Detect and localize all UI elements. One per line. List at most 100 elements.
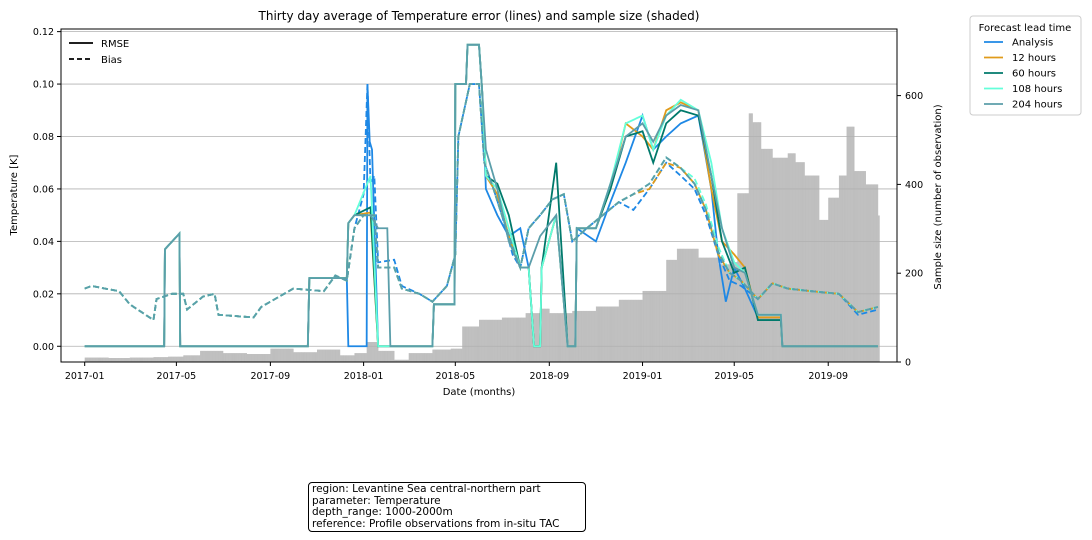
sample-size-bar <box>474 326 476 362</box>
sample-size-bar <box>684 248 686 362</box>
sample-size-bar <box>295 352 297 362</box>
sample-size-bar <box>283 348 285 362</box>
sample-size-bar <box>145 357 147 362</box>
sample-size-bar <box>705 257 708 362</box>
sample-size-bar <box>180 356 183 362</box>
sample-size-bar <box>546 308 548 362</box>
sample-size-bar <box>680 248 682 362</box>
style-legend: RMSE Bias <box>69 39 129 66</box>
sample-size-bar <box>876 184 878 362</box>
sample-size-bar <box>596 306 598 362</box>
sample-size-bar <box>379 350 381 362</box>
sample-size-bar <box>406 359 408 362</box>
sample-size-bar <box>234 353 236 362</box>
sample-size-bar <box>498 319 500 362</box>
sample-size-bar <box>509 317 511 362</box>
sample-size-bar <box>809 175 811 362</box>
sample-size-bar <box>507 317 509 362</box>
sample-size-bar <box>239 353 241 362</box>
sample-size-bar <box>398 359 400 362</box>
sample-size-bar <box>833 197 835 362</box>
sample-size-bar <box>512 317 514 362</box>
sample-size-bar <box>697 248 699 362</box>
sample-size-bar <box>669 259 671 362</box>
sample-size-bar <box>192 355 194 362</box>
sample-size-bar <box>466 326 468 362</box>
sample-size-bar <box>784 157 786 362</box>
sample-size-bar <box>794 153 796 362</box>
sample-size-bar <box>412 353 414 362</box>
sample-size-bar <box>353 355 355 362</box>
sample-size-bar <box>468 326 470 362</box>
sample-size-bar <box>332 349 334 362</box>
sample-size-bar <box>362 353 364 362</box>
legend-label: 204 hours <box>1012 100 1062 111</box>
sample-size-bar <box>266 354 268 362</box>
sample-size-bar <box>858 171 860 362</box>
sample-size-bar <box>605 306 607 362</box>
sample-size-bar <box>186 355 188 362</box>
y-tick-label: 0.12 <box>33 27 54 38</box>
sample-size-bar <box>602 306 604 362</box>
sample-size-bar <box>866 184 868 362</box>
sample-size-bar <box>556 313 559 362</box>
sample-size-bar <box>817 175 819 362</box>
x-tick-label: 2019-01 <box>623 371 663 382</box>
sample-size-bar <box>498 319 500 362</box>
sample-size-bar <box>294 352 296 362</box>
sample-size-bar <box>287 348 290 362</box>
sample-size-bar <box>299 352 301 362</box>
sample-size-bar <box>834 197 836 362</box>
sample-size-bar <box>838 197 840 362</box>
sample-size-bar <box>659 290 661 362</box>
sample-size-bar <box>381 350 383 362</box>
sample-size-bar <box>633 299 635 362</box>
sample-size-bar <box>484 319 486 362</box>
sample-size-bar <box>590 310 592 362</box>
sample-size-bar <box>167 356 170 362</box>
sample-size-bar <box>402 359 404 362</box>
sample-size-bar <box>587 310 589 362</box>
sample-size-bar <box>458 348 460 362</box>
sample-size-bar <box>513 317 515 362</box>
sample-size-bar <box>538 313 540 362</box>
sample-size-bar <box>239 353 241 362</box>
sample-size-bar <box>598 306 601 362</box>
sample-size-bar <box>184 355 186 362</box>
sample-size-bar <box>792 153 794 362</box>
sample-size-bar <box>143 357 145 362</box>
sample-size-bar <box>460 348 462 362</box>
sample-size-bar <box>223 353 225 362</box>
sample-size-bar <box>251 354 253 362</box>
sample-size-bar <box>285 348 287 362</box>
sample-size-bar <box>638 299 640 362</box>
sample-size-bar <box>650 290 652 362</box>
sample-size-bar <box>747 193 750 362</box>
sample-size-bar <box>89 357 91 362</box>
x-tick-label: 2017-09 <box>251 371 291 382</box>
sample-size-bar <box>372 342 374 362</box>
sample-size-bar <box>612 306 614 362</box>
sample-size-bar <box>324 349 326 362</box>
sample-size-bar <box>609 306 611 362</box>
sample-size-bar <box>550 313 552 362</box>
sample-size-bar <box>830 197 832 362</box>
sample-size-bar <box>731 262 733 362</box>
sample-size-bar <box>556 313 558 362</box>
sample-size-bar <box>449 349 452 362</box>
sample-size-bar <box>505 317 507 362</box>
sample-size-bar <box>789 153 791 362</box>
sample-size-bar <box>708 257 710 362</box>
sample-size-bar <box>822 219 824 362</box>
sample-size-bar <box>606 306 608 362</box>
sample-size-bar <box>305 352 307 362</box>
sample-size-bar <box>666 259 669 362</box>
sample-size-bar <box>485 319 487 362</box>
sample-size-bar <box>806 175 808 362</box>
sample-size-bar <box>172 356 174 362</box>
sample-size-bar <box>674 259 676 362</box>
sample-size-bar <box>757 122 759 363</box>
sample-size-bar <box>832 197 834 362</box>
sample-size-bar <box>530 313 532 362</box>
sample-size-bar <box>97 357 99 362</box>
